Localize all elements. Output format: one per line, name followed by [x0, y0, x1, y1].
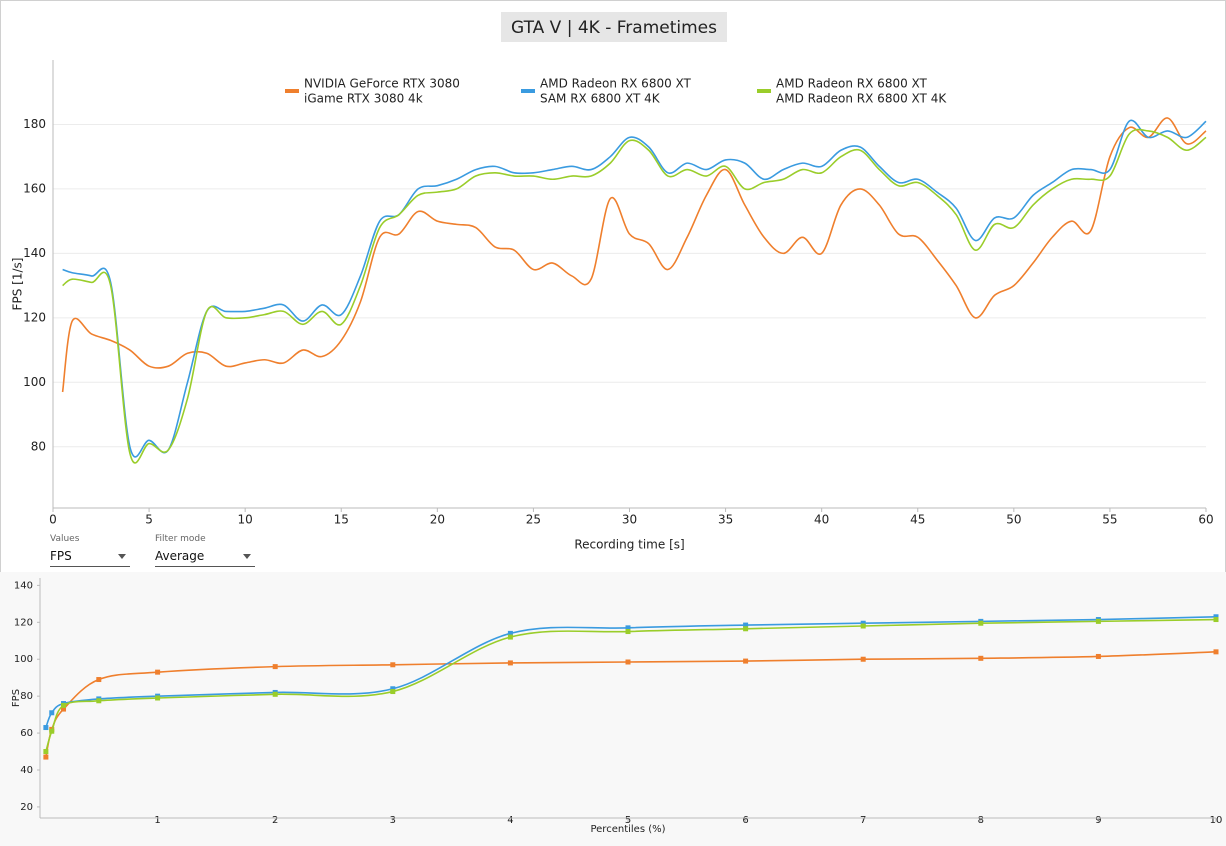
point	[860, 656, 866, 662]
x-tick-label: 9	[1095, 815, 1101, 826]
point	[978, 620, 984, 626]
x-tick-label: 15	[334, 513, 349, 527]
point	[743, 626, 749, 632]
legend-label: AMD Radeon RX 6800 XT	[540, 77, 692, 91]
point	[43, 754, 49, 760]
series-line	[62, 119, 1207, 458]
y-tick-label: 60	[20, 728, 33, 739]
x-tick-label: 5	[145, 513, 153, 527]
legend-label: NVIDIA GeForce RTX 3080	[304, 77, 460, 91]
title-box	[501, 12, 727, 42]
point	[860, 620, 866, 626]
y-axis-label: FPS [1/s]	[11, 258, 25, 311]
point	[272, 691, 278, 697]
point	[49, 728, 55, 734]
y-tick-label: 20	[20, 802, 33, 813]
y-tick-label: 80	[31, 439, 46, 453]
dropdown-value[interactable]: Average	[155, 546, 255, 567]
x-tick-label: 0	[49, 513, 57, 527]
legend-label: SAM RX 6800 XT 4K	[540, 92, 661, 106]
x-tick-label: 60	[1198, 513, 1213, 527]
x-tick-label: 30	[622, 513, 637, 527]
x-tick-label: 50	[1006, 513, 1021, 527]
point	[390, 686, 396, 692]
dropdown-value[interactable]: FPS	[50, 546, 130, 567]
x-tick-label: 45	[910, 513, 925, 527]
x-axis-label: Percentiles (%)	[590, 824, 665, 835]
point	[155, 695, 161, 701]
point	[743, 622, 749, 628]
legend-label: AMD Radeon RX 6800 XT 4K	[776, 92, 947, 106]
point	[625, 625, 631, 631]
x-tick-label: 7	[860, 815, 866, 826]
point	[1213, 649, 1219, 655]
y-tick-label: 140	[23, 246, 46, 260]
point	[61, 702, 67, 708]
x-tick-label: 20	[430, 513, 445, 527]
y-tick-label: 40	[20, 765, 33, 776]
point	[1095, 653, 1101, 659]
dropdown-label: Values	[50, 534, 80, 544]
point	[1213, 614, 1219, 620]
x-tick-label: 25	[526, 513, 541, 527]
point	[507, 660, 513, 666]
point	[1213, 617, 1219, 623]
y-tick-label: 120	[23, 310, 46, 324]
legend-label: iGame RTX 3080 4k	[304, 92, 423, 106]
y-tick-label: 100	[23, 375, 46, 389]
x-tick-label: 10	[238, 513, 253, 527]
x-tick-label: 35	[718, 513, 733, 527]
point	[49, 710, 55, 716]
point	[390, 662, 396, 668]
x-tick-label: 6	[742, 815, 748, 826]
x-tick-label: 1	[154, 815, 160, 826]
y-tick-label: 180	[23, 117, 46, 131]
percentile-panel	[0, 572, 1226, 846]
x-tick-label: 55	[1102, 513, 1117, 527]
x-tick-label: 40	[814, 513, 829, 527]
point	[625, 659, 631, 665]
y-tick-label: 80	[20, 691, 33, 702]
chart-title: GTA V | 4K - Frametimes	[511, 18, 717, 38]
x-tick-label: 2	[272, 815, 278, 826]
point	[96, 677, 102, 683]
point	[743, 658, 749, 664]
y-tick-label: 100	[14, 654, 33, 665]
point	[272, 664, 278, 670]
y-tick-label: 140	[14, 580, 33, 591]
y-axis-label: FPS	[11, 689, 22, 707]
dropdown-label: Filter mode	[155, 534, 206, 544]
x-tick-label: 3	[390, 815, 396, 826]
point	[96, 698, 102, 704]
point	[507, 630, 513, 636]
legend-label: AMD Radeon RX 6800 XT	[776, 77, 928, 91]
point	[1095, 618, 1101, 624]
y-tick-label: 120	[14, 617, 33, 628]
point	[155, 669, 161, 675]
x-tick-label: 10	[1210, 815, 1223, 826]
point	[507, 634, 513, 640]
point	[43, 725, 49, 731]
point	[61, 706, 67, 712]
point	[625, 629, 631, 635]
x-tick-label: 5	[625, 815, 631, 826]
series-line	[61, 117, 1207, 393]
point	[390, 689, 396, 695]
point	[978, 655, 984, 661]
x-tick-label: 8	[978, 815, 984, 826]
y-tick-label: 160	[23, 181, 46, 195]
filter-dropdown[interactable]: Filter mode Average	[155, 534, 255, 567]
x-tick-label: 4	[507, 815, 513, 826]
x-axis-label: Recording time [s]	[574, 538, 684, 552]
series-line	[62, 128, 1207, 464]
point	[860, 623, 866, 629]
point	[43, 749, 49, 755]
values-dropdown[interactable]: Values FPS	[50, 534, 130, 567]
